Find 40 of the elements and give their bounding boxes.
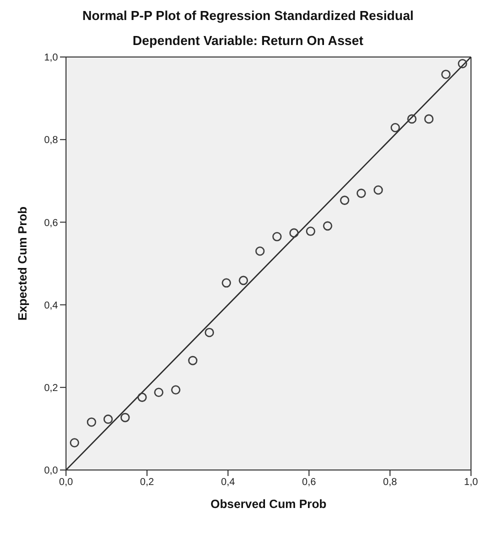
y-tick-label: 0,2 — [44, 382, 58, 394]
y-tick-label: 1,0 — [44, 52, 58, 64]
point — [289, 228, 299, 238]
x-tick-label: 0,2 — [140, 477, 154, 488]
point — [204, 328, 214, 338]
point — [322, 221, 332, 231]
point — [374, 185, 383, 195]
chart-subtitle: Dependent Variable: Return On Asset — [132, 33, 364, 48]
x-tick-label: 0,6 — [302, 477, 316, 488]
point — [306, 226, 316, 236]
y-tick-label: 0,0 — [44, 466, 58, 477]
point — [120, 412, 130, 422]
point — [441, 70, 451, 79]
point — [171, 385, 180, 395]
x-tick-label: 0,0 — [59, 477, 74, 488]
x-tick-label: 1,0 — [464, 477, 478, 488]
point — [272, 232, 282, 242]
x-tick-label: 0,8 — [383, 477, 398, 488]
y-tick-label: 0,4 — [44, 300, 58, 312]
point — [390, 122, 400, 132]
point — [255, 246, 265, 256]
x-axis-title: Observed Cum Prob — [210, 497, 327, 511]
x-tick-label: 0,4 — [221, 477, 236, 488]
y-tick-label: 0,8 — [44, 135, 58, 146]
y-tick-label: 0,6 — [44, 218, 58, 229]
point — [137, 392, 147, 402]
chart-title: Normal P-P Plot of Regression Standardized Residual — [81, 8, 415, 23]
y-axis-title: Expected Cum Prob — [15, 206, 30, 321]
point — [86, 417, 96, 427]
point — [238, 276, 248, 286]
point — [356, 188, 366, 198]
point — [424, 114, 434, 124]
point — [340, 196, 350, 205]
point — [407, 114, 417, 124]
point — [222, 278, 232, 288]
point — [70, 438, 80, 448]
point — [188, 356, 198, 366]
point — [458, 58, 468, 68]
point — [103, 414, 113, 424]
point — [154, 388, 164, 398]
